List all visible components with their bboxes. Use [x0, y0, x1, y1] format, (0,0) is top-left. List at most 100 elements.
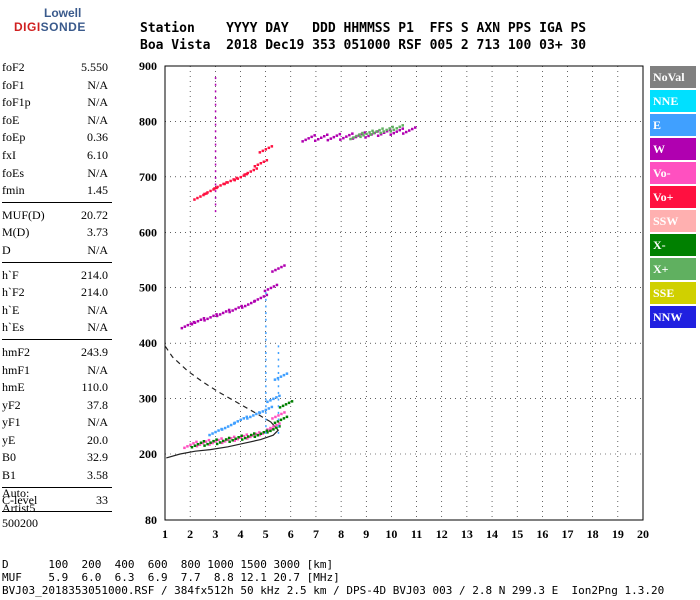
data-point [271, 270, 274, 273]
data-point [215, 313, 218, 316]
param-row: C-level 33 [2, 493, 112, 511]
data-point [212, 314, 215, 318]
data-point [253, 435, 257, 438]
param-label: foF1p [2, 95, 31, 110]
data-point [193, 444, 197, 447]
x-tick-label: 3 [212, 527, 218, 541]
data-point [249, 170, 252, 173]
param-label: foE [2, 112, 20, 127]
param-value: N/A [87, 77, 108, 92]
param-row: hmF1 N/A [2, 363, 112, 381]
data-point [196, 320, 200, 323]
data-point [232, 435, 236, 439]
data-point [214, 210, 217, 213]
data-point [314, 139, 317, 142]
data-point [237, 306, 240, 309]
param-value: N/A [87, 242, 108, 257]
data-point [252, 434, 255, 437]
param-value: 3.73 [87, 225, 108, 240]
data-point [239, 418, 242, 422]
data-point [247, 435, 250, 438]
y-tick-label: 200 [139, 447, 157, 461]
x-tick-label: 9 [363, 527, 369, 541]
data-point [207, 438, 211, 442]
data-point [270, 145, 274, 148]
auto-block: Auto: Artist5 500200 [2, 486, 38, 531]
x-tick-label: 1 [162, 527, 168, 541]
param-row: B1 3.58 [2, 468, 112, 486]
data-point [217, 438, 220, 442]
data-point [267, 146, 271, 150]
header-line2: Boa Vista 2018 Dec19 353 051000 RSF 005 … [140, 38, 587, 53]
legend-item: Vo+ [650, 186, 696, 208]
data-point [378, 128, 381, 132]
footer-line3: BVJ03_2018353051000.RSF / 384fx512h 50 k… [2, 584, 665, 597]
data-point [196, 443, 200, 446]
data-point [206, 442, 209, 446]
data-point [272, 428, 275, 431]
data-point [266, 431, 269, 434]
param-row: foF2 5.550 [2, 60, 112, 78]
auto-line3: 500200 [2, 516, 38, 530]
data-point [276, 420, 280, 423]
data-point [214, 97, 217, 100]
data-point [246, 171, 249, 175]
data-point [379, 133, 383, 136]
footer-line1: D 100 200 400 600 800 1000 1500 3000 [km… [2, 558, 334, 571]
data-point [256, 298, 260, 301]
data-point [231, 309, 234, 312]
data-point [247, 303, 250, 306]
data-point [259, 432, 263, 435]
param-value: 37.8 [87, 397, 108, 412]
parameter-panel: foF2 5.550 foF1 N/A foF1p N/A foE N/A foEp 0.36 fx… [2, 60, 112, 517]
y-tick-label: 600 [139, 225, 157, 239]
data-point [338, 132, 342, 136]
data-point [245, 415, 248, 419]
data-point [348, 133, 351, 137]
logo-line2a: DIGI [14, 20, 41, 34]
data-point [389, 130, 392, 133]
data-point [233, 178, 236, 182]
x-tick-label: 10 [385, 527, 397, 541]
data-point [345, 135, 348, 138]
param-label: hmF2 [2, 344, 31, 359]
data-point [206, 191, 209, 194]
data-point [277, 414, 280, 417]
data-point [277, 358, 280, 361]
x-tick-label: 20 [637, 527, 649, 541]
data-point [252, 414, 255, 417]
data-point [214, 156, 217, 159]
data-point [262, 431, 266, 434]
legend-item: W [650, 138, 696, 160]
param-value: 32.9 [87, 450, 108, 465]
data-point [214, 77, 217, 80]
data-point [227, 436, 231, 440]
data-point [221, 439, 225, 443]
data-point [256, 434, 260, 437]
data-point [277, 378, 280, 381]
data-point [244, 436, 247, 440]
param-label: h`F [2, 267, 19, 282]
data-point [223, 182, 226, 186]
data-point [214, 196, 217, 199]
data-point [259, 162, 263, 165]
param-value: N/A [87, 165, 108, 180]
data-point [258, 431, 261, 434]
data-point [217, 429, 220, 432]
data-point [202, 317, 206, 320]
data-point [218, 441, 222, 444]
data-point [323, 135, 326, 138]
profile-curve-upper [164, 345, 272, 423]
data-point [218, 313, 222, 316]
data-point [265, 411, 267, 414]
data-point [265, 398, 267, 401]
data-point [265, 345, 267, 348]
y-tick-label: 80 [145, 513, 157, 527]
data-point [265, 305, 267, 308]
data-point [220, 428, 224, 431]
data-point [389, 133, 392, 136]
data-point [243, 173, 246, 176]
data-point [244, 304, 247, 308]
data-point [261, 410, 265, 413]
data-point [265, 318, 267, 321]
